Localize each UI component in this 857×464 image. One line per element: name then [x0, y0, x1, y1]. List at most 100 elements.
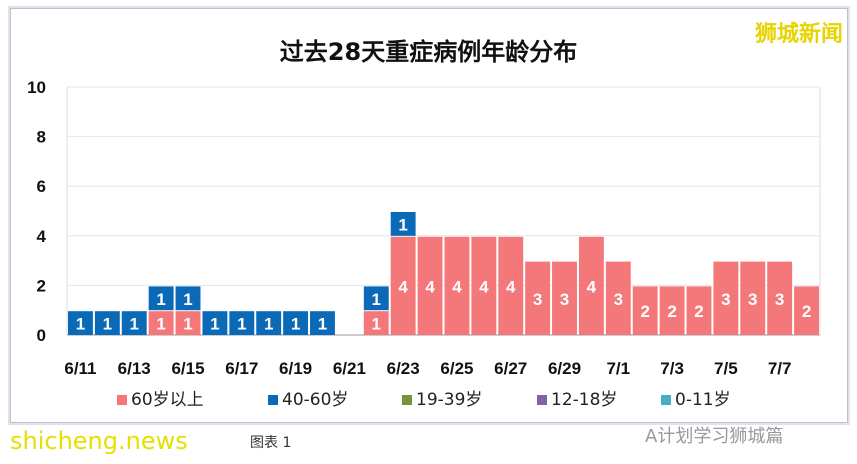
x-tick-label: 6/19: [279, 359, 312, 378]
y-tick-label: 8: [37, 128, 46, 147]
data-label: 4: [479, 277, 489, 296]
x-tick-label: 6/29: [548, 359, 581, 378]
data-label: 1: [183, 315, 192, 334]
data-label: 3: [614, 290, 623, 309]
y-tick-label: 0: [37, 326, 46, 345]
data-label: 2: [667, 302, 676, 321]
legend-swatch: [661, 395, 671, 405]
data-label: 2: [694, 302, 703, 321]
legend-item: 40-60岁: [268, 390, 348, 410]
legend-label: 40-60岁: [282, 390, 349, 410]
legend-item: 12-18岁: [537, 390, 617, 410]
legend-item: 19-39岁: [402, 390, 482, 410]
x-tick-label: 6/21: [333, 359, 366, 378]
legend-label: 19-39岁: [416, 390, 483, 410]
data-label: 1: [318, 315, 327, 334]
data-label: 4: [398, 277, 408, 296]
data-label: 1: [76, 315, 85, 334]
data-label: 1: [156, 315, 165, 334]
data-label: 1: [183, 290, 192, 309]
data-label: 4: [587, 277, 597, 296]
data-label: 2: [640, 302, 649, 321]
data-label: 1: [103, 315, 112, 334]
bar-60岁以上: [471, 236, 497, 335]
watermark-site: shicheng.news: [10, 427, 188, 455]
legend-label: 0-11岁: [675, 390, 731, 410]
data-label: 1: [237, 315, 246, 334]
bar-60岁以上: [686, 286, 712, 335]
bar-40-60岁: [256, 311, 282, 335]
legend-swatch: [268, 395, 278, 405]
data-label: 3: [721, 290, 730, 309]
bar-40-60岁: [310, 311, 335, 335]
bar-60岁以上: [417, 236, 443, 335]
bar-40-60岁: [94, 311, 120, 335]
bar-60岁以上: [525, 261, 551, 335]
data-label: 1: [291, 315, 300, 334]
bar-60岁以上: [390, 236, 416, 335]
data-label: 3: [775, 290, 784, 309]
bar-40-60岁: [363, 286, 389, 311]
bar-40-60岁: [390, 212, 416, 236]
x-tick-label: 6/13: [118, 359, 151, 378]
chart-frame: [10, 8, 848, 423]
data-label: 4: [425, 277, 435, 296]
x-tick-label: 7/3: [660, 359, 684, 378]
bar-40-60岁: [202, 311, 228, 335]
bar-60岁以上: [767, 261, 793, 335]
data-label: 1: [156, 290, 165, 309]
data-label: 1: [210, 315, 219, 334]
y-tick-label: 2: [37, 276, 46, 295]
watermark-top: 狮城新闻: [754, 22, 843, 47]
bar-60岁以上: [632, 286, 658, 335]
bar-40-60岁: [68, 311, 93, 335]
bar-60岁以上: [363, 311, 389, 335]
x-tick-label: 6/11: [64, 359, 96, 378]
y-tick-label: 10: [27, 78, 46, 97]
legend-label: 12-18岁: [551, 390, 618, 410]
bar-60岁以上: [498, 236, 524, 335]
bar-40-60岁: [121, 311, 147, 335]
x-tick-label: 7/1: [606, 359, 630, 378]
data-label: 3: [560, 290, 569, 309]
watermark-wechat: A计划学习狮城篇: [645, 426, 784, 447]
bar-60岁以上: [659, 286, 685, 335]
legend-swatch: [117, 395, 127, 405]
data-label: 2: [802, 302, 811, 321]
bar-60岁以上: [794, 286, 819, 335]
bar-60岁以上: [713, 261, 739, 335]
x-tick-label: 6/25: [440, 359, 473, 378]
bar-60岁以上: [740, 261, 766, 335]
x-tick-label: 6/17: [225, 359, 258, 378]
bar-40-60岁: [148, 286, 174, 311]
bar-40-60岁: [175, 286, 201, 311]
data-label: 3: [533, 290, 542, 309]
x-tick-label: 6/27: [494, 359, 527, 378]
bar-40-60岁: [229, 311, 255, 335]
y-tick-label: 4: [37, 227, 47, 246]
data-label: 1: [398, 215, 407, 234]
legend-label: 60岁以上: [131, 390, 204, 410]
legend-item: 0-11岁: [661, 390, 731, 410]
legend-item: 60岁以上: [117, 390, 204, 410]
legend-swatch: [537, 395, 547, 405]
x-tick-label: 6/15: [171, 359, 204, 378]
data-label: 1: [129, 315, 138, 334]
data-label: 1: [372, 290, 381, 309]
x-tick-label: 6/23: [387, 359, 420, 378]
data-label: 1: [372, 315, 381, 334]
data-label: 1: [264, 315, 273, 334]
y-tick-label: 6: [37, 177, 46, 196]
x-tick-label: 7/7: [768, 359, 792, 378]
chart-title: 过去28天重症病例年龄分布: [279, 38, 578, 66]
data-label: 3: [748, 290, 757, 309]
bar-40-60岁: [283, 311, 309, 335]
bar-60岁以上: [148, 311, 174, 335]
data-label: 4: [506, 277, 516, 296]
bar-60岁以上: [444, 236, 470, 335]
legend-swatch: [402, 395, 412, 405]
bar-60岁以上: [552, 261, 577, 335]
bar-60岁以上: [605, 261, 631, 335]
bar-60岁以上: [175, 311, 201, 335]
